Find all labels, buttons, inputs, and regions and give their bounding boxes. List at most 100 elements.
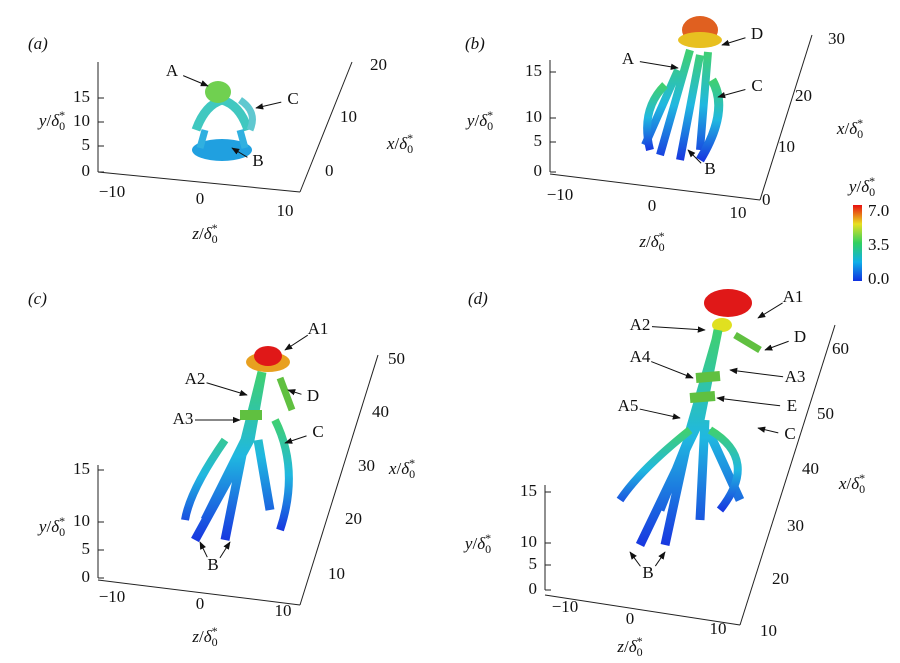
z-axis	[544, 594, 741, 626]
label-sym: δ	[51, 111, 60, 130]
label-sep: /	[199, 627, 204, 646]
y-tick-label: 5	[82, 135, 91, 154]
vortex-isosurfaces	[181, 16, 762, 547]
axis-label: y/δ0*	[37, 108, 65, 133]
y-tick-label: 0	[529, 579, 538, 598]
annotation-arrow	[639, 408, 681, 420]
annotation: A2	[185, 369, 206, 388]
y-tick-label: 15	[520, 481, 537, 500]
annotation-arrow	[651, 326, 706, 333]
label-sym: δ	[651, 232, 660, 251]
annotation-arrow	[651, 361, 694, 379]
label-sub: 0	[859, 482, 865, 496]
annotation: B	[642, 563, 653, 582]
label-sup: *	[869, 174, 875, 188]
z-tick-label: −10	[99, 182, 126, 201]
annotation-arrow	[757, 302, 783, 319]
z-tick-label: 10	[277, 201, 294, 220]
y-tick-label: 10	[520, 532, 537, 551]
annotation-arrow	[206, 382, 248, 396]
annotation-arrow	[687, 149, 702, 164]
y-tick-label: 10	[73, 111, 90, 130]
label-sub: 0	[407, 142, 413, 156]
x-tick-label: 20	[345, 509, 362, 528]
label-sup: *	[409, 456, 415, 470]
annotation-arrow	[716, 395, 781, 407]
annotation-arrow	[721, 37, 746, 46]
label-sep: /	[199, 224, 204, 243]
x-tick-label: 50	[817, 404, 834, 423]
axis-label: z/δ0*	[616, 634, 642, 659]
panel-label: (c)	[28, 289, 47, 308]
z-tick-label: 0	[196, 189, 205, 208]
annotation: A2	[630, 315, 651, 334]
annotation: C	[751, 76, 762, 95]
label-var: z	[191, 627, 199, 646]
z-tick-label: −10	[552, 597, 579, 616]
annotation: A	[166, 61, 179, 80]
annotation-arrow	[219, 541, 231, 559]
annotation: C	[287, 89, 298, 108]
axis-label: y/δ0*	[37, 514, 65, 539]
axis-label: x/δ0*	[388, 456, 415, 481]
annotation: D	[751, 24, 763, 43]
colorbar	[853, 205, 862, 281]
label-sym: δ	[851, 474, 860, 493]
label-sub: 0	[857, 127, 863, 141]
label-sym: δ	[861, 177, 870, 196]
label-sub: 0	[659, 240, 665, 254]
y-tick-label: 5	[534, 131, 543, 150]
label-var: x	[838, 474, 847, 493]
x-axis	[739, 324, 836, 626]
axis-label: y/δ0*	[847, 174, 875, 199]
annotation: A1	[783, 287, 804, 306]
label-sup: *	[857, 116, 863, 130]
x-tick-label: 20	[370, 55, 387, 74]
annotation: A4	[630, 347, 651, 366]
x-tick-label: 40	[372, 402, 389, 421]
annotation-arrow	[639, 61, 679, 70]
axis-label: z/δ0*	[191, 221, 217, 246]
label-sym: δ	[51, 517, 60, 536]
colorbar-tick-label: 7.0	[868, 201, 889, 220]
annotation: B	[704, 159, 715, 178]
annotation-arrow	[199, 541, 208, 558]
z-tick-label: 0	[196, 594, 205, 613]
label-sep: /	[844, 119, 849, 138]
label-sub: 0	[409, 467, 415, 481]
colorbar-tick-label: 0.0	[868, 269, 889, 288]
label-sub: 0	[869, 185, 875, 199]
z-axis	[549, 173, 761, 201]
label-sub: 0	[487, 119, 493, 133]
annotation: A3	[173, 409, 194, 428]
label-sep: /	[474, 111, 479, 130]
label-sym: δ	[629, 637, 638, 656]
panel-label: (d)	[468, 289, 488, 308]
label-sup: *	[212, 221, 218, 235]
label-var: z	[638, 232, 646, 251]
annotation: A	[622, 49, 635, 68]
label-sym: δ	[401, 459, 410, 478]
label-sup: *	[59, 108, 65, 122]
label-sup: *	[212, 624, 218, 638]
label-sep: /	[472, 534, 477, 553]
x-tick-label: 40	[802, 459, 819, 478]
annotation-arrow	[629, 551, 641, 567]
panel-label: (a)	[28, 34, 48, 53]
annotation-arrow	[255, 101, 282, 110]
x-tick-label: 20	[795, 86, 812, 105]
x-tick-label: 30	[828, 29, 845, 48]
label-sub: 0	[59, 525, 65, 539]
annotation: A1	[308, 319, 329, 338]
y-tick-label: 15	[73, 459, 90, 478]
label-var: y	[847, 177, 857, 196]
label-var: x	[388, 459, 397, 478]
y-tick-label: 5	[82, 539, 91, 558]
label-sep: /	[394, 134, 399, 153]
label-sup: *	[859, 471, 865, 485]
x-tick-label: 50	[388, 349, 405, 368]
panel-label: (b)	[465, 34, 485, 53]
label-sep: /	[46, 111, 51, 130]
x-axis	[299, 354, 379, 606]
